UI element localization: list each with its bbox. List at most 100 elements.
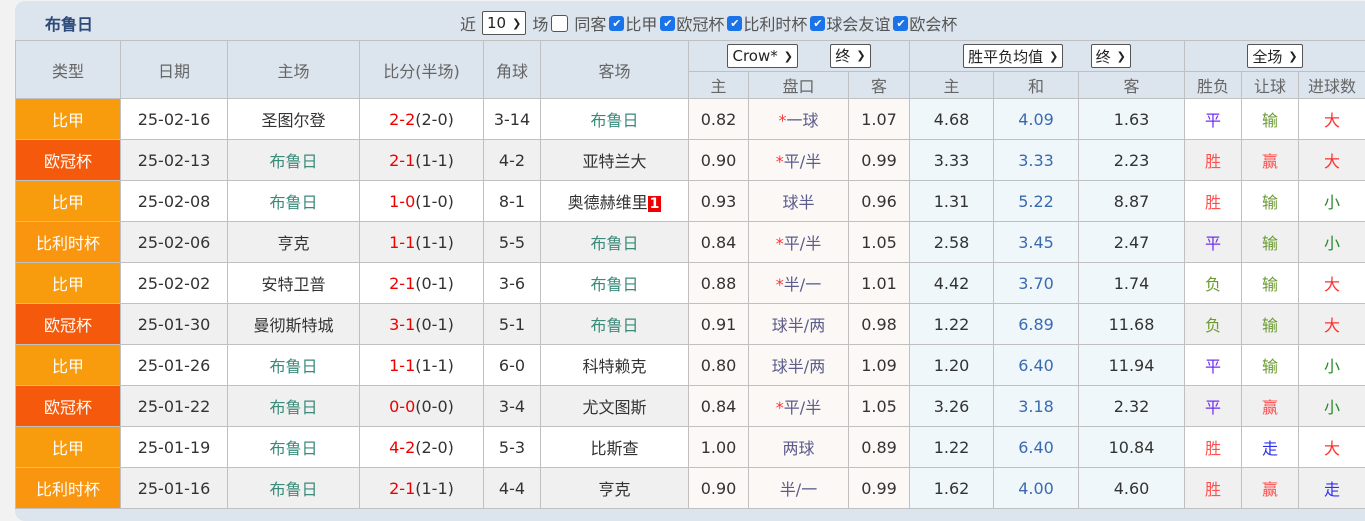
filter-checkbox[interactable]: ✔: [810, 16, 825, 31]
corner-text: 6-0: [499, 356, 525, 375]
handicap-stage-select[interactable]: 终❯: [830, 44, 870, 68]
corner-count: 8-1: [484, 181, 541, 222]
odds-value: 0.88: [701, 274, 737, 293]
odds-value: 8.87: [1114, 192, 1150, 211]
filter-checkbox[interactable]: ✔: [893, 16, 908, 31]
odds-value: 3.33: [934, 151, 970, 170]
filter-label: 球会友谊: [826, 11, 890, 35]
filter-checkbox[interactable]: ✔: [609, 16, 624, 31]
result-text: 小: [1324, 234, 1340, 253]
away-team-link[interactable]: 布鲁日: [590, 111, 638, 130]
match-type-label: 比甲: [52, 193, 84, 212]
home-team-link[interactable]: 曼彻斯特城: [253, 316, 333, 335]
away-team: 科特赖克: [541, 345, 689, 386]
match-type-label: 比甲: [52, 111, 84, 130]
hc-away-odds: 1.01: [849, 263, 910, 304]
match-score: 2-1(1-1): [360, 468, 484, 509]
scope-select[interactable]: 全场❯: [1247, 44, 1302, 68]
away-team-link[interactable]: 科特赖克: [582, 357, 646, 376]
odds-value: 11.94: [1109, 356, 1155, 375]
eu-home-odds: 4.42: [910, 263, 994, 304]
hc-line: *平/半: [749, 140, 849, 181]
result-wl: 胜: [1185, 427, 1242, 468]
result-goals: 大: [1299, 427, 1365, 468]
match-type-label: 比甲: [52, 357, 84, 376]
corner-text: 3-4: [499, 397, 525, 416]
handicap-text: 球半/两: [772, 316, 825, 335]
col-eu-draw: 和: [994, 72, 1079, 99]
euro-type-select[interactable]: 胜平负均值❯: [963, 44, 1063, 68]
eu-draw-odds: 3.70: [994, 263, 1079, 304]
hc-away-odds: 0.99: [849, 140, 910, 181]
col-corner: 角球: [484, 41, 541, 99]
corner-count: 3-14: [484, 99, 541, 140]
corner-text: 5-3: [499, 438, 525, 457]
filter-label: 比甲: [625, 11, 657, 35]
odds-value: 3.45: [1018, 233, 1054, 252]
home-team-link[interactable]: 布鲁日: [269, 439, 317, 458]
hc-away-odds: 1.05: [849, 386, 910, 427]
col-hc-line: 盘口: [749, 72, 849, 99]
away-team-link[interactable]: 亨克: [598, 480, 630, 499]
euro-stage-select[interactable]: 终❯: [1091, 44, 1131, 68]
home-team-link[interactable]: 布鲁日: [269, 152, 317, 171]
home-team: 布鲁日: [228, 427, 360, 468]
away-team-link[interactable]: 布鲁日: [590, 275, 638, 294]
away-team: 尤文图斯: [541, 386, 689, 427]
date-text: 25-01-26: [138, 356, 211, 375]
eu-away-odds: 11.94: [1079, 345, 1185, 386]
match-score: 2-1(1-1): [360, 140, 484, 181]
team-title: 布鲁日: [45, 11, 93, 35]
eu-draw-odds: 4.00: [994, 468, 1079, 509]
home-team-link[interactable]: 布鲁日: [269, 398, 317, 417]
result-text: 小: [1324, 193, 1340, 212]
away-team-link[interactable]: 奥德赫维里: [568, 193, 648, 212]
hc-line: 球半/两: [749, 304, 849, 345]
panel-header: 布鲁日 近 10❯ 场 同客✔比甲✔欧冠杯✔比利时杯✔球会友谊✔欧会杯: [15, 1, 1365, 40]
odds-value: 0.90: [701, 479, 737, 498]
away-team: 亚特兰大: [541, 140, 689, 181]
home-team-link[interactable]: 亨克: [277, 234, 309, 253]
handicap-text: 两球: [782, 439, 814, 458]
hc-home-odds: 0.84: [689, 386, 749, 427]
odds-value: 0.98: [861, 315, 897, 334]
home-team-link[interactable]: 安特卫普: [261, 275, 325, 294]
home-team-link[interactable]: 圣图尔登: [261, 111, 325, 130]
odds-value: 3.70: [1018, 274, 1054, 293]
recent-count-select[interactable]: 10❯: [482, 11, 526, 35]
filter-checkbox[interactable]: [551, 15, 568, 32]
euro-stage-value: 终: [1096, 46, 1111, 67]
odds-value: 3.26: [934, 397, 970, 416]
eu-home-odds: 2.58: [910, 222, 994, 263]
result-text: 赢: [1262, 480, 1278, 499]
eu-away-odds: 1.74: [1079, 263, 1185, 304]
odds-value: 4.42: [934, 274, 970, 293]
filter-checkbox[interactable]: ✔: [660, 16, 675, 31]
filter-checkbox[interactable]: ✔: [727, 16, 742, 31]
home-team-link[interactable]: 布鲁日: [269, 357, 317, 376]
full-time-score: 2-1: [389, 151, 415, 170]
match-type: 欧冠杯: [16, 386, 121, 427]
match-type-label: 比甲: [52, 439, 84, 458]
away-team-link[interactable]: 布鲁日: [590, 234, 638, 253]
date-text: 25-01-16: [138, 479, 211, 498]
hc-home-odds: 0.82: [689, 99, 749, 140]
odds-value: 1.01: [861, 274, 897, 293]
odds-value: 6.40: [1018, 356, 1054, 375]
result-wl: 平: [1185, 222, 1242, 263]
match-score: 3-1(0-1): [360, 304, 484, 345]
home-team-link[interactable]: 布鲁日: [269, 480, 317, 499]
result-text: 平: [1205, 357, 1221, 376]
half-time-score: (1-0): [415, 192, 454, 211]
hc-line: *半/一: [749, 263, 849, 304]
handicap-company-select[interactable]: Crow*❯: [727, 44, 797, 68]
away-team-link[interactable]: 比斯查: [590, 439, 638, 458]
home-team-link[interactable]: 布鲁日: [269, 193, 317, 212]
away-team-link[interactable]: 亚特兰大: [582, 152, 646, 171]
away-team-link[interactable]: 布鲁日: [590, 316, 638, 335]
hc-away-odds: 1.07: [849, 99, 910, 140]
away-team-link[interactable]: 尤文图斯: [582, 398, 646, 417]
hc-home-odds: 1.00: [689, 427, 749, 468]
